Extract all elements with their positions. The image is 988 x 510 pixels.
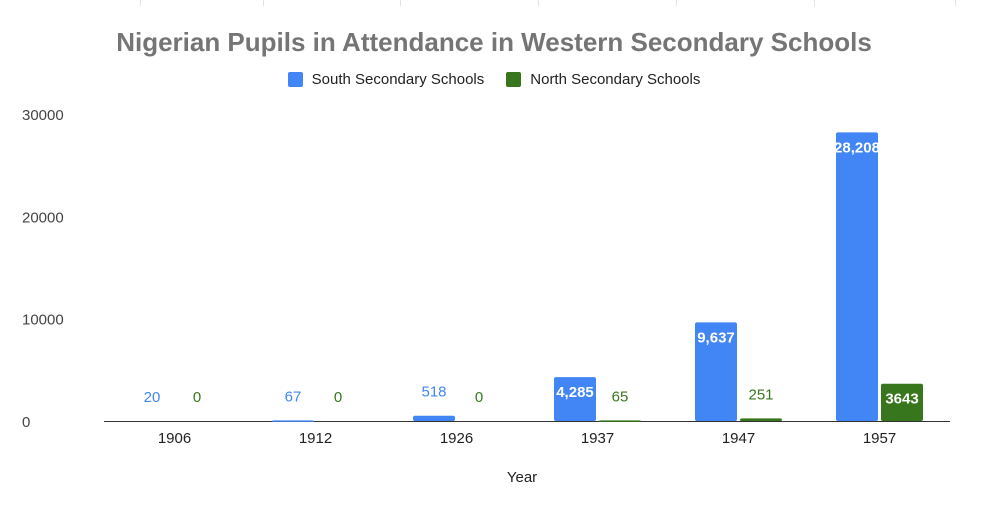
bar-south-1912[interactable] bbox=[272, 420, 314, 422]
bar-north-1957[interactable] bbox=[881, 383, 923, 421]
x-tick-label: 1947 bbox=[722, 430, 755, 447]
data-label: 4,285 bbox=[556, 384, 594, 401]
y-tick-label: 20000 bbox=[22, 209, 64, 226]
data-label: 0 bbox=[475, 389, 483, 406]
data-label: 67 bbox=[285, 388, 302, 405]
data-label: 0 bbox=[334, 389, 342, 406]
legend-item-north[interactable]: North Secondary Schools bbox=[506, 71, 700, 88]
y-tick-label: 30000 bbox=[22, 107, 64, 124]
legend-label-south: South Secondary Schools bbox=[311, 71, 485, 88]
x-tick-label: 1912 bbox=[299, 430, 332, 447]
data-label: 251 bbox=[748, 386, 773, 403]
x-tick-label: 1926 bbox=[440, 430, 473, 447]
bar-south-1957[interactable] bbox=[836, 132, 878, 421]
bar-south-1937[interactable] bbox=[554, 377, 596, 421]
data-label: 28,208 bbox=[834, 139, 880, 156]
x-tick-label: 1957 bbox=[863, 430, 896, 447]
legend-swatch-north bbox=[506, 72, 522, 87]
bar-south-1947[interactable] bbox=[695, 322, 737, 421]
data-label: 9,637 bbox=[697, 329, 735, 346]
chart-legend: South Secondary Schools North Secondary … bbox=[0, 71, 988, 88]
chart-title: Nigerian Pupils in Attendance in Western… bbox=[116, 27, 872, 57]
bar-south-1926[interactable] bbox=[413, 415, 455, 421]
x-axis-title: Year bbox=[506, 469, 538, 486]
data-label: 518 bbox=[421, 384, 446, 401]
y-tick-label: 0 bbox=[22, 414, 30, 431]
bar-north-1937[interactable] bbox=[599, 420, 641, 422]
data-label: 65 bbox=[612, 388, 629, 405]
y-tick-label: 10000 bbox=[22, 312, 64, 329]
legend-label-north: North Secondary Schools bbox=[530, 71, 701, 88]
legend-item-south[interactable]: South Secondary Schools bbox=[287, 71, 485, 88]
data-label: 0 bbox=[193, 389, 201, 406]
data-label: 3643 bbox=[885, 391, 918, 408]
bar-north-1947[interactable] bbox=[740, 418, 782, 421]
legend-swatch-south bbox=[287, 72, 303, 87]
data-label: 20 bbox=[144, 389, 161, 406]
top-edge-gridlines bbox=[0, 0, 988, 6]
x-tick-label: 1906 bbox=[158, 430, 191, 447]
x-tick-label: 1937 bbox=[581, 430, 614, 447]
